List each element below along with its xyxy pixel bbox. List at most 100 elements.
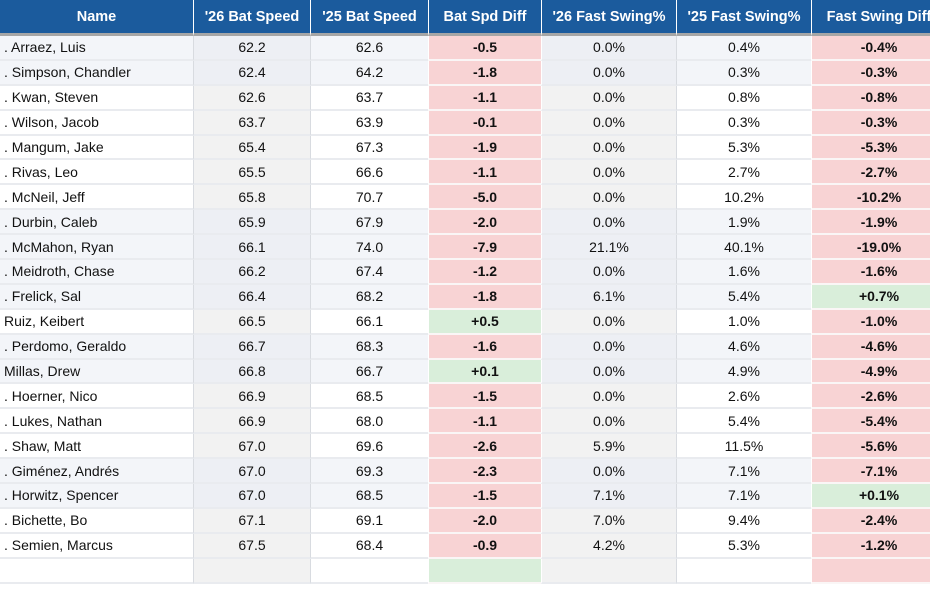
player-name-cell: . McNeil, Jeff xyxy=(0,185,193,211)
column-header-bs26[interactable]: '26 Bat Speed xyxy=(193,0,310,36)
fs25-cell: 4.6% xyxy=(676,334,811,360)
bsdiff-cell: -2.6 xyxy=(428,434,541,460)
fs25-cell: 2.6% xyxy=(676,384,811,410)
bs25-cell: 69.3 xyxy=(310,459,428,485)
table-row: . Durbin, Caleb 65.9 67.9 -2.0 0.0% 1.9% -1.9% xyxy=(0,210,930,236)
column-header-bs25[interactable]: '25 Bat Speed xyxy=(310,0,428,36)
table-row: . Semien, Marcus 67.5 68.4 -0.9 4.2% 5.3% -1.2… xyxy=(0,533,930,559)
column-header-fs25[interactable]: '25 Fast Swing% xyxy=(676,0,811,36)
bsdiff-cell: -1.2 xyxy=(428,260,541,285)
fsdiff-cell: -0.3% xyxy=(811,60,930,86)
bsdiff-cell: -1.5 xyxy=(428,484,541,509)
column-header-fsdiff[interactable]: Fast Swing Diff xyxy=(811,0,930,36)
player-name-cell: . Lukes, Nathan xyxy=(0,409,193,435)
player-name-cell: . Arraez, Luis xyxy=(0,36,193,61)
bs25-cell: 67.3 xyxy=(310,135,428,161)
table-row: . Meidroth, Chase 66.2 67.4 -1.2 0.0% 1.6% -1.… xyxy=(0,260,930,285)
bs26-cell: 66.5 xyxy=(193,309,310,335)
fs26-cell: 5.9% xyxy=(541,434,676,460)
table-row: . Hoerner, Nico 66.9 68.5 -1.5 0.0% 2.6% -2.6% xyxy=(0,384,930,410)
fs26-cell: 0.0% xyxy=(541,85,676,111)
bs26-cell: 66.1 xyxy=(193,235,310,261)
fsdiff-cell: +0.7% xyxy=(811,284,930,310)
fs26-cell xyxy=(541,558,676,584)
fs26-cell: 0.0% xyxy=(541,359,676,385)
bs26-cell: 65.5 xyxy=(193,160,310,186)
player-name-cell: . Mangum, Jake xyxy=(0,135,193,161)
player-name-cell: . Bichette, Bo xyxy=(0,508,193,534)
fsdiff-cell: -0.8% xyxy=(811,85,930,111)
player-name-cell: . Simpson, Chandler xyxy=(0,60,193,86)
fs26-cell: 7.0% xyxy=(541,508,676,534)
table-row: . Lukes, Nathan 66.9 68.0 -1.1 0.0% 5.4% -5.4% xyxy=(0,409,930,435)
fsdiff-cell xyxy=(811,558,930,584)
bs25-cell: 67.9 xyxy=(310,210,428,236)
bs25-cell: 69.1 xyxy=(310,508,428,534)
bs26-cell: 66.2 xyxy=(193,260,310,285)
bs26-cell: 62.4 xyxy=(193,60,310,86)
bsdiff-cell: -1.8 xyxy=(428,284,541,310)
fs26-cell: 0.0% xyxy=(541,384,676,410)
player-name-cell: . Giménez, Andrés xyxy=(0,459,193,485)
bs25-cell: 68.3 xyxy=(310,334,428,360)
player-name-cell: . Semien, Marcus xyxy=(0,533,193,559)
fsdiff-cell: -7.1% xyxy=(811,459,930,485)
bsdiff-cell: -2.3 xyxy=(428,459,541,485)
table-row xyxy=(0,558,930,584)
bs26-cell: 63.7 xyxy=(193,110,310,136)
fs25-cell: 5.3% xyxy=(676,533,811,559)
bs25-cell: 67.4 xyxy=(310,260,428,285)
table-header: Name '26 Bat Speed '25 Bat Speed Bat Spd Di… xyxy=(0,0,930,36)
fs25-cell: 4.9% xyxy=(676,359,811,385)
fsdiff-cell: +0.1% xyxy=(811,484,930,509)
fs26-cell: 6.1% xyxy=(541,284,676,310)
table-row: . Kwan, Steven 62.6 63.7 -1.1 0.0% 0.8% -0.8% xyxy=(0,85,930,111)
bsdiff-cell: -0.1 xyxy=(428,110,541,136)
player-name-cell: . Kwan, Steven xyxy=(0,85,193,111)
table-row: . Mangum, Jake 65.4 67.3 -1.9 0.0% 5.3% -5.3% xyxy=(0,135,930,161)
fs26-cell: 0.0% xyxy=(541,60,676,86)
column-header-bsdiff[interactable]: Bat Spd Diff xyxy=(428,0,541,36)
table-row: . McNeil, Jeff 65.8 70.7 -5.0 0.0% 10.2% -10.2… xyxy=(0,185,930,211)
bsdiff-cell: +0.5 xyxy=(428,309,541,335)
bs26-cell: 67.0 xyxy=(193,434,310,460)
fs25-cell: 5.4% xyxy=(676,284,811,310)
bs25-cell: 68.4 xyxy=(310,533,428,559)
player-name-cell: . Durbin, Caleb xyxy=(0,210,193,236)
fsdiff-cell: -1.0% xyxy=(811,309,930,335)
fs25-cell: 1.6% xyxy=(676,260,811,285)
fs25-cell: 40.1% xyxy=(676,235,811,261)
fs25-cell: 10.2% xyxy=(676,185,811,211)
column-header-name[interactable]: Name xyxy=(0,0,193,36)
fs26-cell: 0.0% xyxy=(541,309,676,335)
table-row: . Wilson, Jacob 63.7 63.9 -0.1 0.0% 0.3% -0.3% xyxy=(0,110,930,136)
fs26-cell: 0.0% xyxy=(541,260,676,285)
bs25-cell: 66.1 xyxy=(310,309,428,335)
player-name-cell: . Wilson, Jacob xyxy=(0,110,193,136)
bs25-cell: 64.2 xyxy=(310,60,428,86)
bsdiff-cell: -1.1 xyxy=(428,160,541,186)
fsdiff-cell: -2.6% xyxy=(811,384,930,410)
fs25-cell: 0.3% xyxy=(676,110,811,136)
fs25-cell: 9.4% xyxy=(676,508,811,534)
fsdiff-cell: -5.6% xyxy=(811,434,930,460)
bs25-cell: 63.7 xyxy=(310,85,428,111)
fs25-cell: 1.9% xyxy=(676,210,811,236)
fs25-cell: 5.3% xyxy=(676,135,811,161)
bsdiff-cell: -1.6 xyxy=(428,334,541,360)
player-name-cell: . Rivas, Leo xyxy=(0,160,193,186)
fs25-cell: 0.4% xyxy=(676,36,811,61)
fsdiff-cell: -5.3% xyxy=(811,135,930,161)
fs26-cell: 21.1% xyxy=(541,235,676,261)
bs26-cell: 66.8 xyxy=(193,359,310,385)
fs25-cell: 0.3% xyxy=(676,60,811,86)
column-header-fs26[interactable]: '26 Fast Swing% xyxy=(541,0,676,36)
fsdiff-cell: -1.2% xyxy=(811,533,930,559)
fs26-cell: 0.0% xyxy=(541,110,676,136)
bsdiff-cell: -1.9 xyxy=(428,135,541,161)
fsdiff-cell: -0.3% xyxy=(811,110,930,136)
bs25-cell: 68.5 xyxy=(310,484,428,509)
bs25-cell xyxy=(310,558,428,584)
bsdiff-cell: -7.9 xyxy=(428,235,541,261)
